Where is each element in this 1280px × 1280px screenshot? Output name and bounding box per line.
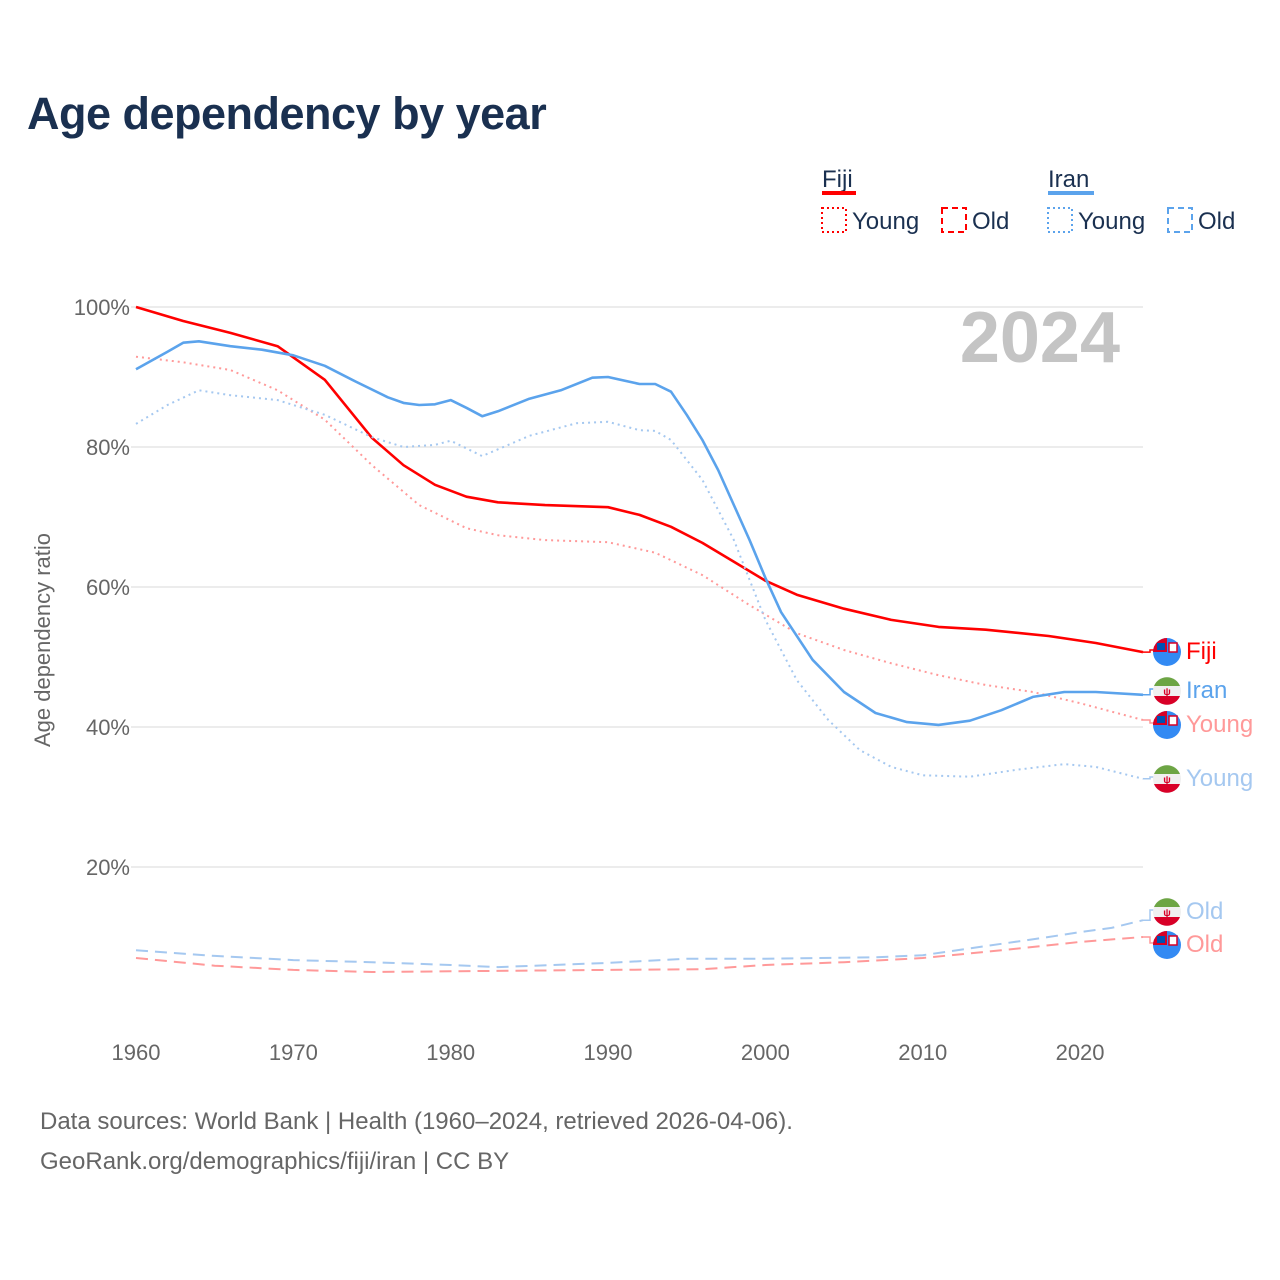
series-line-iran-old — [135, 919, 1144, 969]
y-tick-label: 20% — [86, 855, 130, 880]
flag-union — [1157, 716, 1165, 723]
legend-item-young: Young — [852, 208, 919, 235]
flag-emblem: ψ — [1163, 775, 1171, 786]
x-tick-label: 1990 — [584, 1040, 633, 1065]
legend-group-iran: Iran — [1048, 166, 1089, 193]
y-tick-label: 40% — [86, 715, 130, 740]
source-line-2: GeoRank.org/demographics/fiji/iran | CC … — [40, 1148, 510, 1175]
flag-red — [1154, 784, 1180, 793]
series-end-label: Iran — [1186, 677, 1227, 704]
chart-title: Age dependency by year — [27, 88, 547, 139]
flag-green — [1154, 898, 1180, 907]
label-connector — [1143, 776, 1155, 780]
flag-shield — [1168, 715, 1178, 726]
y-tick-label: 60% — [86, 575, 130, 600]
x-tick-label: 2020 — [1056, 1040, 1105, 1065]
legend-swatch-young — [1047, 207, 1073, 233]
label-connector — [1143, 649, 1155, 653]
series-end-label: Old — [1186, 898, 1223, 925]
flag-shield — [1168, 935, 1178, 946]
series-line-fiji — [135, 305, 1144, 654]
series-line-iran-young — [135, 389, 1144, 780]
legend-item-old: Old — [972, 208, 1009, 235]
legend-swatch-old — [941, 207, 967, 233]
year-badge: 2024 — [960, 298, 1120, 378]
legend-group-fiji: Fiji — [822, 166, 853, 193]
flag-red — [1154, 917, 1180, 926]
series-line-fiji-young — [135, 355, 1144, 721]
flag-green — [1154, 765, 1180, 774]
label-connector — [1143, 688, 1155, 696]
legend-item-old: Old — [1198, 208, 1235, 235]
fiji-flag-icon — [1153, 638, 1181, 666]
label-connector — [1143, 909, 1155, 921]
legend-swatch-old — [1167, 207, 1193, 233]
iran-flag-icon: ψ — [1153, 765, 1181, 793]
legend-swatch-young — [821, 207, 847, 233]
flag-union — [1157, 936, 1165, 943]
y-tick-label: 80% — [86, 435, 130, 460]
fiji-flag-icon — [1153, 931, 1181, 959]
y-tick-label: 100% — [74, 295, 130, 320]
x-tick-label: 1970 — [269, 1040, 318, 1065]
series-end-label: Old — [1186, 931, 1223, 958]
label-connector — [1143, 936, 1155, 944]
x-tick-label: 2010 — [898, 1040, 947, 1065]
legend-group-swatch — [1048, 191, 1094, 195]
x-tick-label: 2000 — [741, 1040, 790, 1065]
fiji-flag-icon — [1153, 711, 1181, 739]
series-end-label: Young — [1186, 711, 1253, 738]
flag-red — [1154, 696, 1180, 705]
source-line-1: Data sources: World Bank | Health (1960–… — [40, 1108, 793, 1135]
series-end-label: Fiji — [1186, 638, 1217, 665]
legend-group-swatch — [822, 191, 856, 195]
flag-shield — [1168, 642, 1178, 653]
iran-flag-icon: ψ — [1153, 677, 1181, 705]
x-tick-label: 1960 — [112, 1040, 161, 1065]
iran-flag-icon: ψ — [1153, 898, 1181, 926]
legend-item-young: Young — [1078, 208, 1145, 235]
flag-green — [1154, 677, 1180, 686]
series-line-iran — [135, 340, 1144, 727]
flag-emblem: ψ — [1163, 908, 1171, 919]
x-tick-label: 1980 — [426, 1040, 475, 1065]
flag-union — [1157, 643, 1165, 650]
series-line-fiji-old — [135, 936, 1144, 973]
series-end-label: Young — [1186, 765, 1253, 792]
flag-emblem: ψ — [1163, 687, 1171, 698]
y-axis-label: Age dependency ratio — [30, 533, 55, 747]
label-connector — [1143, 719, 1155, 724]
